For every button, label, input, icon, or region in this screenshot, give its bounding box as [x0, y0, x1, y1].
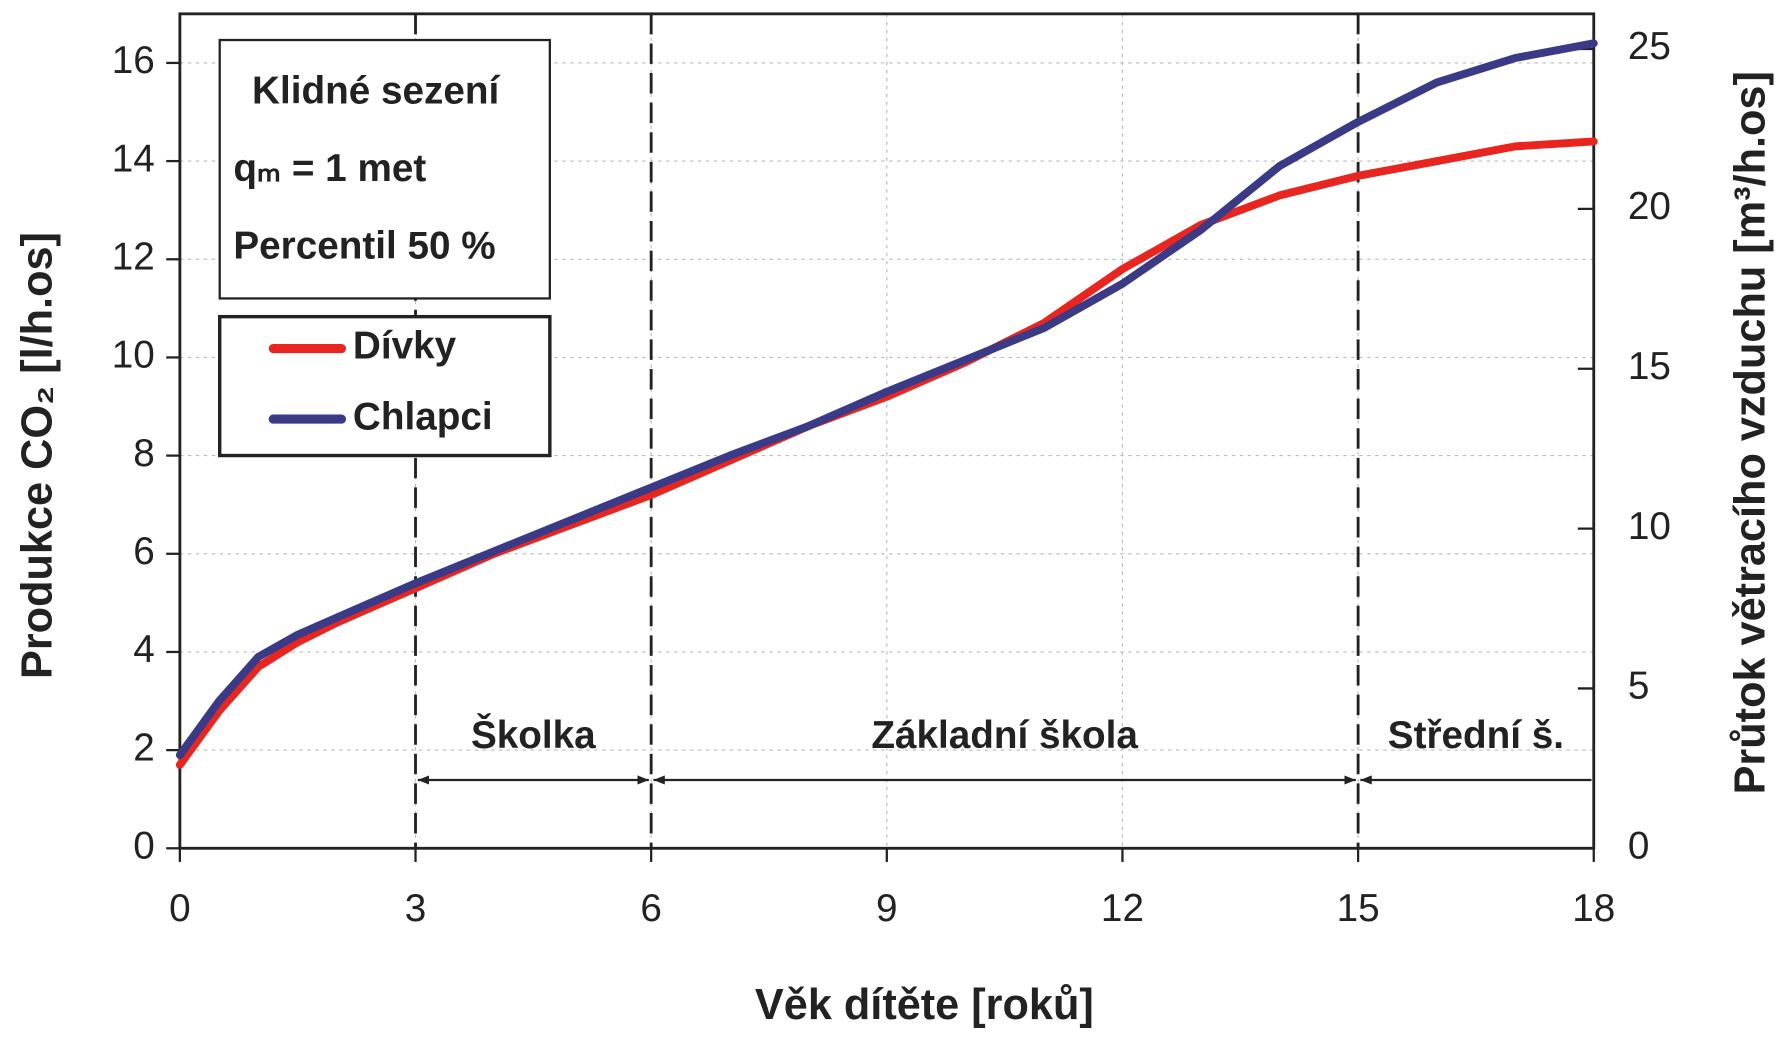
info-box	[218, 38, 551, 300]
series-line	[175, 39, 1598, 760]
y2-tick-label: 5	[1628, 665, 1650, 708]
legend-label: Chlapci	[353, 395, 493, 438]
y-tick-label: 10	[112, 334, 155, 377]
x-tick-label: 3	[405, 887, 427, 930]
y-tick-label: 14	[112, 137, 155, 180]
x-tick-label: 18	[1572, 887, 1615, 930]
y2-tick-label: 10	[1628, 505, 1671, 548]
x-tick-label: 9	[876, 887, 898, 930]
legend-box	[218, 314, 552, 458]
y-tick-label: 6	[133, 530, 155, 573]
y-tick-label: 12	[112, 235, 155, 278]
y2-axis-label: Průtok větracího vzduchu [m³/h.os]	[1727, 71, 1775, 794]
legend-label: Dívky	[353, 325, 457, 368]
x-tick-label: 15	[1337, 887, 1380, 930]
x-tick-label: 6	[640, 887, 662, 930]
y2-tick-label: 0	[1628, 825, 1650, 868]
info-text: qₘ = 1 met	[233, 147, 426, 190]
info-text: Klidné sezení	[252, 70, 500, 113]
info-text: Percentil 50 %	[233, 225, 495, 268]
period-label: Základní škola	[871, 714, 1138, 757]
y-tick-label: 16	[112, 39, 155, 82]
y-axis-label: Produkce CO₂ [l/h.os]	[13, 232, 61, 679]
y-tick-label: 8	[133, 432, 155, 475]
y2-tick-label: 20	[1628, 185, 1671, 228]
y-tick-label: 4	[133, 628, 155, 671]
y2-tick-label: 25	[1628, 25, 1671, 68]
plot-frame	[178, 12, 1596, 850]
period-label: Školka	[471, 712, 596, 757]
x-axis-label: Věk dítěte [roků]	[755, 981, 1094, 1029]
x-tick-label: 0	[169, 887, 191, 930]
period-label: Střední š.	[1388, 714, 1564, 757]
y2-tick-label: 15	[1628, 345, 1671, 388]
y-tick-label: 2	[133, 726, 155, 769]
x-tick-label: 12	[1101, 887, 1144, 930]
y-tick-label: 0	[133, 825, 155, 868]
